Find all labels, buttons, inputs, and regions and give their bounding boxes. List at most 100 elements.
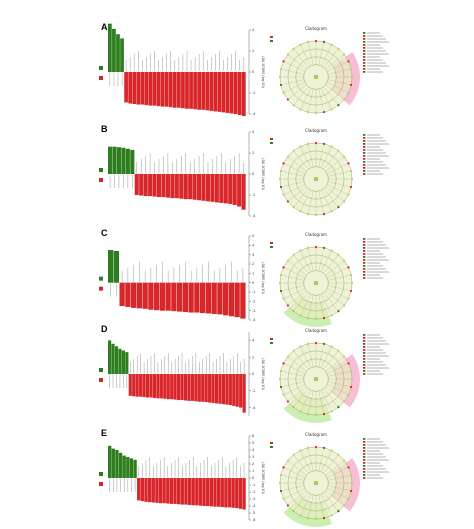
lda-bar-red <box>171 282 177 312</box>
cladogram-legend-entry <box>363 370 366 372</box>
lda-bar-red <box>177 478 181 505</box>
lda-chart-e: -6 -5 -4 -3 -2 -1 0 1 2 3 4 5 6 LDA SCORE (log 10) <box>99 434 265 522</box>
cladogram-node <box>330 345 333 348</box>
cladogram-node <box>347 91 350 94</box>
lda-bar-red <box>237 72 242 116</box>
cladogram-node <box>314 413 318 417</box>
lda-bar-red <box>227 478 232 508</box>
cladogram-node <box>322 316 326 320</box>
lda-bar-red <box>189 72 193 109</box>
cladogram-legend-red <box>270 442 273 444</box>
cladogram-legend-entry <box>363 456 366 458</box>
cladogram-node <box>314 341 318 345</box>
cladogram-node <box>306 342 310 346</box>
lda-bar-green <box>108 445 112 478</box>
cladogram-node <box>286 53 289 56</box>
lda-bar-red <box>163 374 167 399</box>
cladogram-node <box>279 289 283 293</box>
lda-bar-red <box>231 478 235 508</box>
cladogram-legend-entry <box>363 146 366 148</box>
lda-bar-red <box>148 282 154 310</box>
lda-bar-green <box>126 457 130 478</box>
cladogram-legend-entry <box>363 355 366 357</box>
axis-title: LDA SCORE (log 10) <box>261 56 265 88</box>
cladogram-node <box>343 53 346 56</box>
cladogram-node <box>299 410 302 413</box>
lda-bar-red <box>234 282 240 318</box>
cladogram-legend-entry <box>363 47 366 49</box>
lda-bar-red <box>181 72 185 109</box>
cladogram-title: Cladogram <box>305 432 327 437</box>
lda-bar-red <box>214 374 219 404</box>
lda-bar-green <box>111 343 115 374</box>
cladogram-legend-entry <box>363 164 366 166</box>
cladogram-node <box>330 210 333 213</box>
lda-bar-red <box>140 72 145 105</box>
lda-bar-red <box>204 374 208 403</box>
cladogram-e: Cladogram <box>270 432 389 527</box>
cladogram-node <box>292 349 295 352</box>
legend-swatch-red <box>99 178 103 182</box>
cladogram-root-node <box>313 480 319 486</box>
cladogram-legend-entry <box>363 349 366 351</box>
cladogram-node <box>347 193 350 196</box>
lda-bar-red <box>209 72 214 111</box>
lda-chart-c: 5 4 3 2 1 0 -1 -2 -3 -4 LDA SCORE (log 10) <box>99 234 265 322</box>
lda-chart-d: 4 2 0 -2 -4 LDA SCORE (log 10) <box>99 332 265 416</box>
lda-bar-green <box>122 455 126 478</box>
cladogram-node <box>330 410 333 413</box>
axis-tick-label: 0 <box>252 372 254 376</box>
cladogram-node <box>299 449 302 452</box>
cladogram-node <box>282 362 285 365</box>
cladogram-node <box>347 266 350 269</box>
cladogram-node <box>343 459 346 462</box>
cladogram-node <box>349 185 353 189</box>
cladogram-legend-entry <box>363 346 366 348</box>
cladogram-node <box>349 83 353 87</box>
lda-bar-red <box>220 478 224 508</box>
cladogram-legend-entry <box>363 238 366 240</box>
cladogram-node <box>337 253 340 256</box>
lda-bar-red <box>182 282 189 313</box>
lda-bar-red <box>241 72 246 117</box>
cladogram-node <box>286 304 289 307</box>
cladogram-node <box>292 104 295 107</box>
axis-tick-label: -4 <box>252 318 255 322</box>
cladogram-node <box>322 412 326 416</box>
cladogram-node <box>282 266 285 269</box>
cladogram-legend-entry <box>363 256 366 258</box>
cladogram-node <box>349 369 353 373</box>
cladogram-node <box>322 446 326 450</box>
lda-bar-red <box>241 174 246 210</box>
lda-bar-green <box>121 147 126 174</box>
lda-bar-red <box>168 72 173 108</box>
lda-bar-green <box>108 340 112 374</box>
cladogram-b: Cladogram <box>270 128 389 217</box>
lda-bar-red <box>174 174 179 199</box>
lda-bar-red <box>172 72 177 108</box>
cladogram-legend-entry <box>363 465 366 467</box>
cladogram-legend-entry <box>363 268 366 270</box>
lda-bar-green <box>120 38 124 72</box>
cladogram-node <box>282 497 285 500</box>
cladogram-legend-entry <box>363 65 366 67</box>
lda-bar-red <box>232 374 236 406</box>
cladogram-node <box>350 177 354 181</box>
cladogram-node <box>322 212 326 216</box>
cladogram-legend-entry <box>363 337 366 339</box>
lda-bar-red <box>143 174 148 197</box>
cladogram-node <box>347 497 350 500</box>
axis-title: LDA SCORE (log 10) <box>261 158 265 190</box>
cladogram-legend-entry <box>363 152 366 154</box>
axis-tick-label: -2 <box>252 300 255 304</box>
lda-bar-red <box>160 72 165 107</box>
cladogram-node <box>292 149 295 152</box>
cladogram-node <box>314 517 318 521</box>
lda-bar-red <box>211 282 217 314</box>
axis-tick-label: -4 <box>252 406 255 410</box>
lda-bar-green <box>118 452 123 478</box>
cladogram-node <box>347 162 350 165</box>
lda-bar-red <box>198 478 203 506</box>
lda-bar-red <box>139 174 144 196</box>
lda-bar-red <box>205 72 210 111</box>
